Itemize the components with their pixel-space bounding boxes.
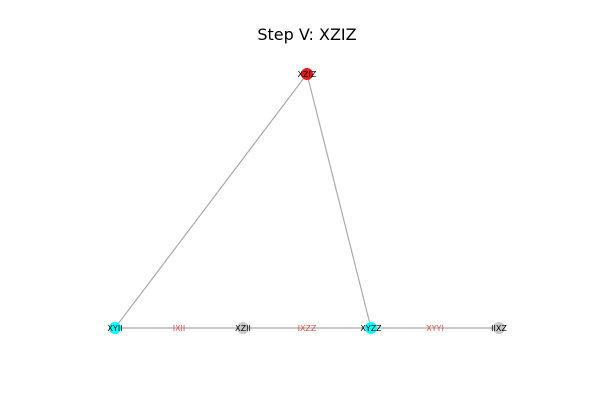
node-marker — [493, 322, 505, 334]
node-marker — [109, 322, 121, 334]
edge-xziz-xyzz — [306, 73, 372, 329]
node-marker — [365, 322, 377, 334]
nodes-layer: XZIZ XYII XZII XYZZ IIXZ — [107, 68, 507, 334]
edge-label: XYYI — [426, 324, 444, 333]
edge-label: IXII — [173, 324, 186, 333]
node-label: XYII — [107, 324, 122, 333]
edge-label: IXZZ — [298, 324, 317, 333]
edges-layer — [114, 73, 499, 329]
node-marker — [237, 322, 249, 334]
node-iixz: IIXZ — [491, 322, 507, 334]
diagram-title: Step V: XZIZ — [257, 25, 356, 44]
edge-labels-layer: IXII IXZZ XYYI — [173, 324, 444, 333]
node-label: XZII — [235, 324, 251, 333]
node-xziz: XZIZ — [298, 68, 317, 80]
node-xyii: XYII — [107, 322, 123, 334]
node-label: XZIZ — [298, 70, 317, 79]
node-label: XYZZ — [360, 324, 382, 333]
edge-xziz-xyii — [114, 73, 308, 329]
node-marker — [301, 68, 313, 80]
node-xyzz: XYZZ — [360, 322, 382, 334]
node-xzii: XZII — [235, 322, 251, 334]
node-label: IIXZ — [491, 324, 507, 333]
